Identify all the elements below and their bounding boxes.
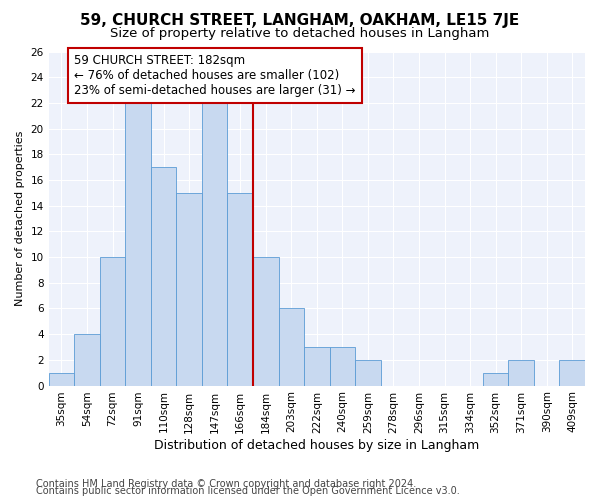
Bar (483, 372, 508, 386)
Bar (508, 360, 534, 386)
Text: Contains public sector information licensed under the Open Government Licence v3: Contains public sector information licen… (36, 486, 460, 496)
Bar (100, 257, 125, 386)
Bar (253, 257, 278, 386)
Bar (49, 372, 74, 386)
Bar (304, 347, 329, 386)
Bar (176, 193, 202, 386)
Bar (74, 334, 100, 386)
Y-axis label: Number of detached properties: Number of detached properties (15, 131, 25, 306)
Bar (227, 193, 253, 386)
Text: Size of property relative to detached houses in Langham: Size of property relative to detached ho… (110, 28, 490, 40)
Text: 59, CHURCH STREET, LANGHAM, OAKHAM, LE15 7JE: 59, CHURCH STREET, LANGHAM, OAKHAM, LE15… (80, 12, 520, 28)
Bar (559, 360, 585, 386)
Bar (151, 167, 176, 386)
Bar (329, 347, 355, 386)
Bar (202, 103, 227, 386)
X-axis label: Distribution of detached houses by size in Langham: Distribution of detached houses by size … (154, 440, 479, 452)
Bar (355, 360, 380, 386)
Bar (125, 103, 151, 386)
Text: 59 CHURCH STREET: 182sqm
← 76% of detached houses are smaller (102)
23% of semi-: 59 CHURCH STREET: 182sqm ← 76% of detach… (74, 54, 356, 97)
Text: Contains HM Land Registry data © Crown copyright and database right 2024.: Contains HM Land Registry data © Crown c… (36, 479, 416, 489)
Bar (278, 308, 304, 386)
